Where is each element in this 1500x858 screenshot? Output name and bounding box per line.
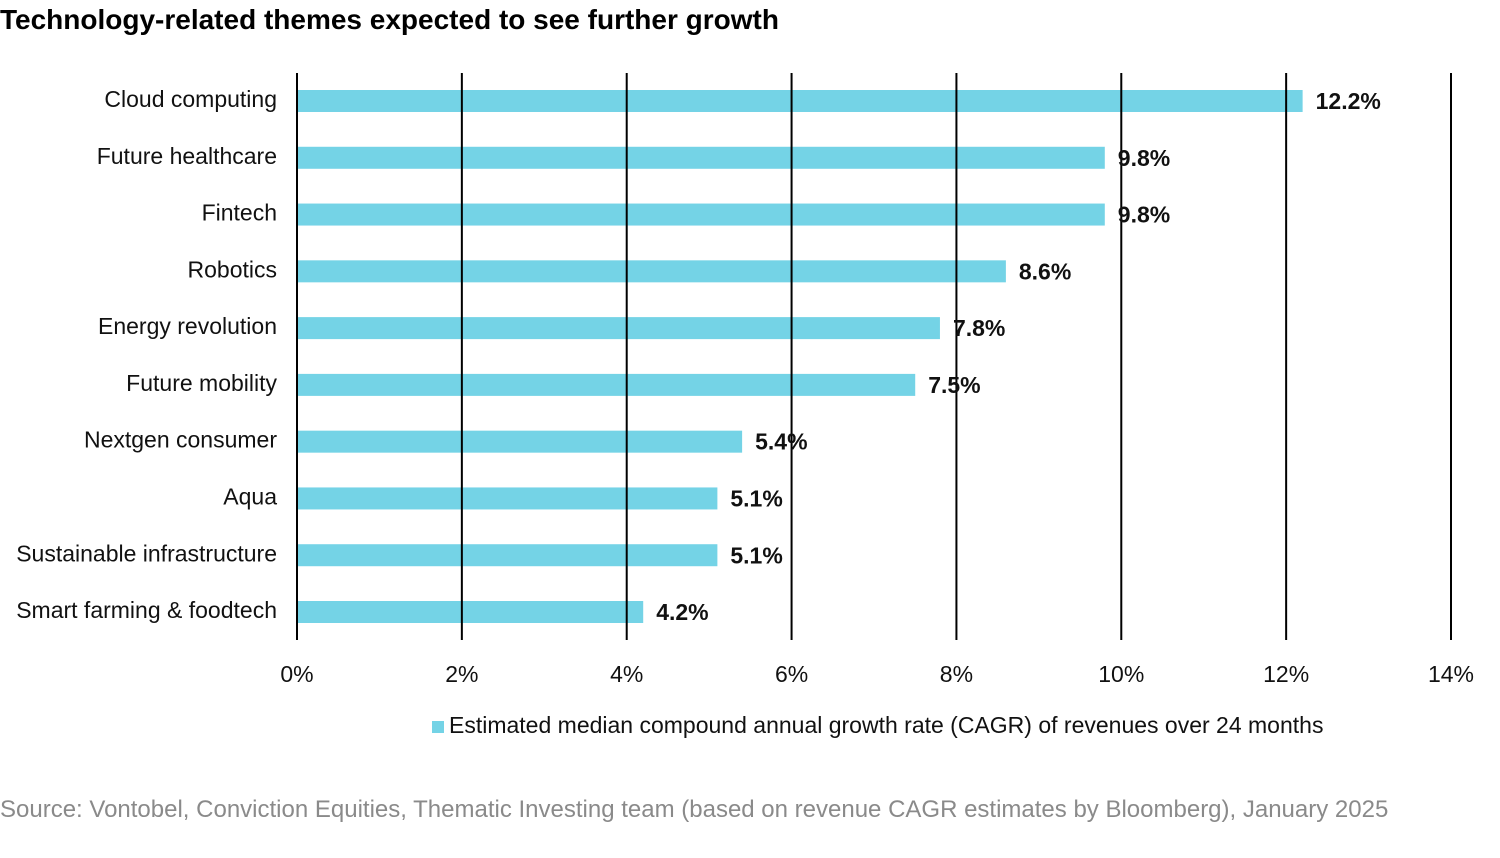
x-tick-label: 14% bbox=[1428, 661, 1474, 687]
data-label: 7.8% bbox=[953, 315, 1005, 341]
y-tick-label: Nextgen consumer bbox=[84, 427, 277, 453]
data-label: 9.8% bbox=[1118, 145, 1170, 171]
chart: 0% 2% 4% 6% 8% 10% 12% 14% Cloud computing Future… bbox=[16, 73, 1474, 738]
data-label: 7.5% bbox=[928, 372, 980, 398]
x-tick-label: 2% bbox=[445, 661, 478, 687]
bar bbox=[297, 487, 718, 510]
y-tick-label: Sustainable infrastructure bbox=[16, 540, 277, 566]
source-note: Source: Vontobel, Conviction Equities, T… bbox=[0, 796, 1389, 823]
y-tick-label: Aqua bbox=[223, 484, 277, 510]
data-label: 5.1% bbox=[730, 486, 782, 512]
y-tick-label: Smart farming & foodtech bbox=[16, 597, 277, 623]
legend-label: Estimated median compound annual growth … bbox=[449, 712, 1323, 738]
x-tick-label: 0% bbox=[280, 661, 313, 687]
bar bbox=[297, 203, 1105, 226]
data-label: 5.4% bbox=[755, 429, 807, 455]
x-tick-label: 6% bbox=[775, 661, 808, 687]
x-tick-label: 8% bbox=[940, 661, 973, 687]
bar bbox=[297, 373, 916, 396]
x-tick-label: 12% bbox=[1263, 661, 1309, 687]
bar bbox=[297, 430, 743, 453]
bar bbox=[297, 260, 1006, 283]
x-tick-label: 4% bbox=[610, 661, 643, 687]
y-tick-label: Energy revolution bbox=[98, 313, 277, 339]
data-label: 12.2% bbox=[1316, 88, 1381, 114]
bar bbox=[297, 90, 1303, 112]
chart-title: Technology-related themes expected to se… bbox=[0, 4, 779, 35]
y-tick-label: Future mobility bbox=[126, 370, 277, 396]
bar bbox=[297, 317, 940, 340]
data-label: 9.8% bbox=[1118, 202, 1170, 228]
data-label: 8.6% bbox=[1019, 258, 1071, 284]
bar bbox=[297, 601, 644, 623]
bar bbox=[297, 146, 1105, 169]
y-tick-label: Future healthcare bbox=[97, 143, 277, 169]
data-label: 4.2% bbox=[656, 599, 708, 625]
data-label: 5.1% bbox=[730, 542, 782, 568]
y-tick-label: Cloud computing bbox=[104, 86, 277, 112]
legend-swatch bbox=[432, 721, 444, 733]
x-tick-label: 10% bbox=[1098, 661, 1144, 687]
y-tick-label: Fintech bbox=[202, 200, 277, 226]
bar bbox=[297, 544, 718, 567]
y-tick-label: Robotics bbox=[188, 256, 277, 282]
